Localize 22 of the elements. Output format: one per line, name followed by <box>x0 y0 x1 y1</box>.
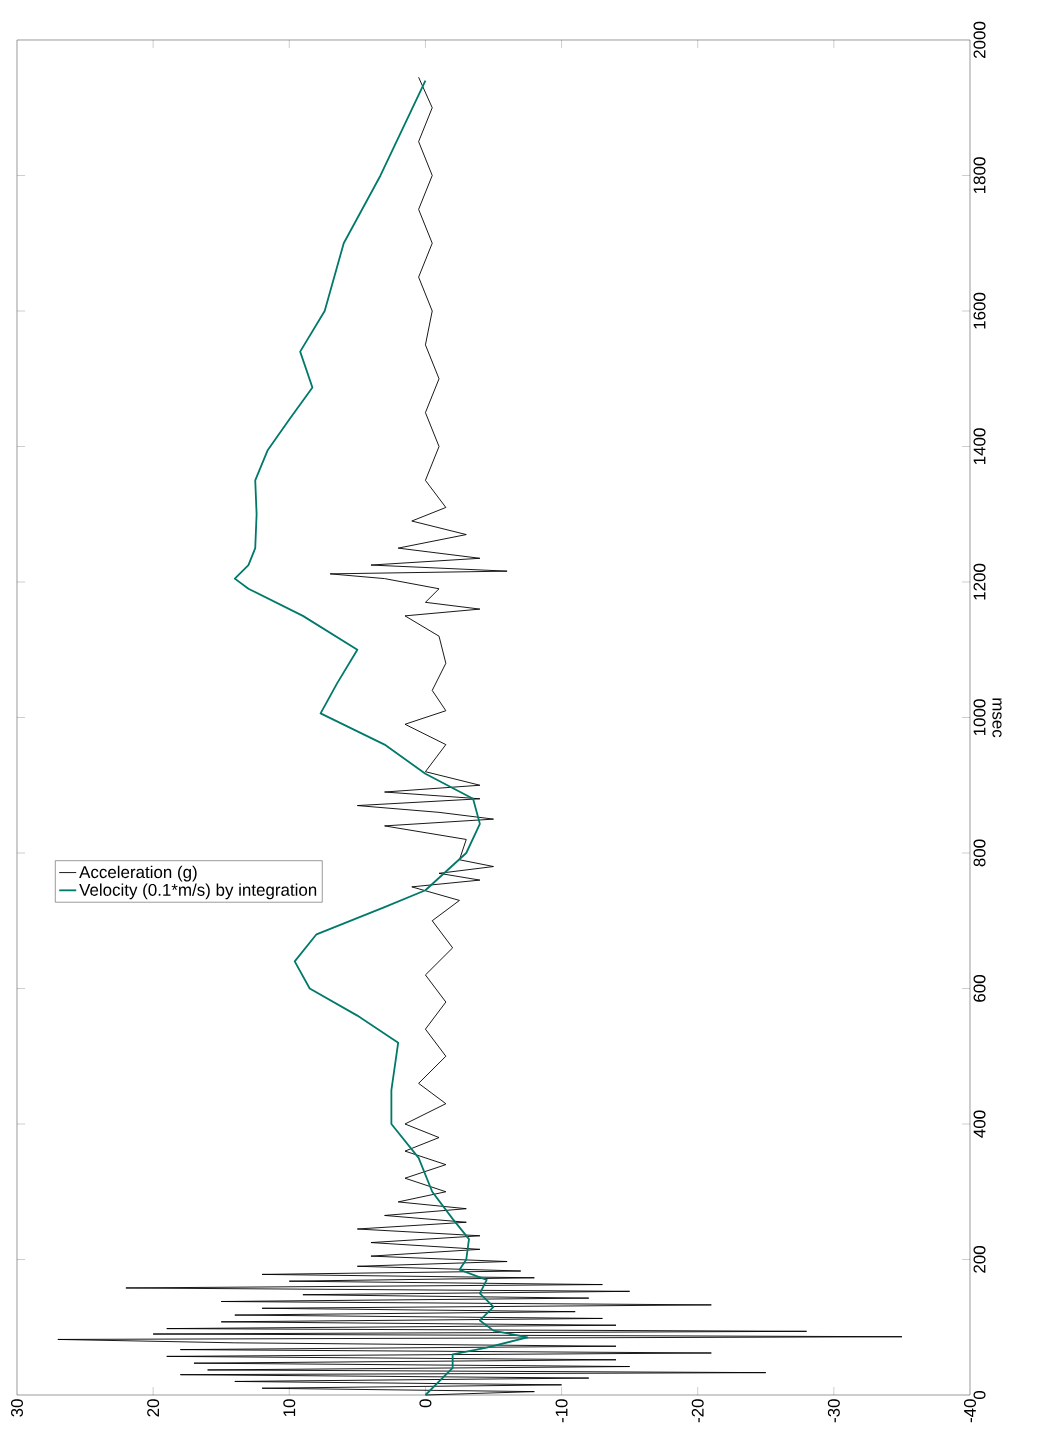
y-tick-label: 1000 <box>973 699 986 736</box>
y-tick-label: 1400 <box>973 428 986 465</box>
y-axis-title: msec <box>992 698 1002 738</box>
y-tick-label: 600 <box>973 975 986 1002</box>
x-tick-label: 30 <box>10 1399 23 1417</box>
x-tick-label: -20 <box>691 1399 704 1423</box>
x-tick-label: 0 <box>419 1399 432 1408</box>
x-tick-label: -10 <box>555 1399 568 1423</box>
legend-label: Velocity (0.1*m/s) by integration <box>79 883 317 900</box>
legend-label: Acceleration (g) <box>79 865 197 882</box>
x-tick-label: -30 <box>827 1399 840 1423</box>
y-tick-label: 1200 <box>973 563 986 600</box>
y-tick-label: 400 <box>973 1110 986 1138</box>
y-tick-label: 200 <box>973 1246 986 1273</box>
y-tick-label: 2000 <box>973 21 986 58</box>
x-tick-label: -40 <box>964 1399 976 1423</box>
y-tick-label: 1800 <box>973 157 986 194</box>
x-tick-label: 20 <box>147 1399 160 1417</box>
y-tick-label: 0 <box>973 1390 986 1400</box>
y-tick-label: 800 <box>973 839 986 867</box>
y-tick-label: 1600 <box>973 292 986 329</box>
x-tick-label: 10 <box>283 1399 296 1417</box>
